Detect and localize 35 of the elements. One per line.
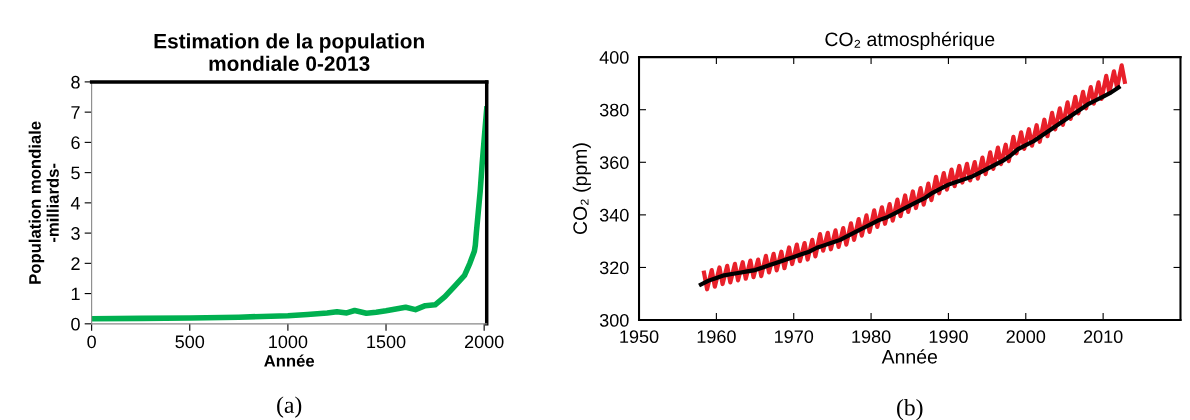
y-tick-label: 3 (71, 227, 80, 240)
y-tick-label: 360 (599, 156, 629, 170)
y-tick-label: 7 (71, 106, 80, 119)
y-tick-label: 2 (71, 257, 80, 270)
text: (b) (897, 398, 923, 420)
x-tick-label: 0 (87, 335, 96, 349)
x-axis-title: Année (881, 349, 938, 364)
x-tick-label: 2000 (464, 335, 504, 349)
y-tick-label: 400 (599, 51, 629, 64)
y-tick-label: 380 (599, 103, 629, 117)
y-tick-label: 4 (70, 196, 80, 210)
text: (a) (277, 396, 302, 418)
x-tick-label: 1500 (367, 335, 406, 349)
x-tick-label: 1000 (269, 335, 308, 349)
x-tick-label: 1970 (775, 330, 814, 344)
y-tick-label: 1 (71, 287, 80, 301)
x-tick-label: 1960 (697, 330, 736, 344)
y-tick-label: 6 (71, 136, 80, 150)
y-tick-label: 0 (71, 317, 80, 331)
y-tick-label: 300 (599, 313, 629, 327)
y-axis-title: Population mondiale -milliards- (28, 121, 59, 284)
x-tick-label: 2000 (1006, 330, 1046, 344)
chart-title: CO₂ atmosphérique (825, 31, 995, 51)
chart-title: Estimation de la population mondiale 0-2013 (154, 33, 424, 72)
x-tick-label: 2010 (1083, 330, 1123, 344)
x-tick-label: 500 (175, 335, 205, 349)
y-tick-label: 5 (71, 166, 80, 180)
y-tick-label: 340 (599, 208, 629, 222)
x-axis-title: Année (264, 354, 315, 367)
y-tick-label: 8 (71, 75, 80, 89)
x-tick-label: 1990 (929, 330, 968, 344)
x-tick-label: 1980 (852, 330, 891, 344)
y-axis-title: CO₂ (ppm) (572, 143, 591, 235)
x-tick-label: 1950 (620, 330, 659, 344)
y-tick-label: 320 (599, 261, 629, 275)
